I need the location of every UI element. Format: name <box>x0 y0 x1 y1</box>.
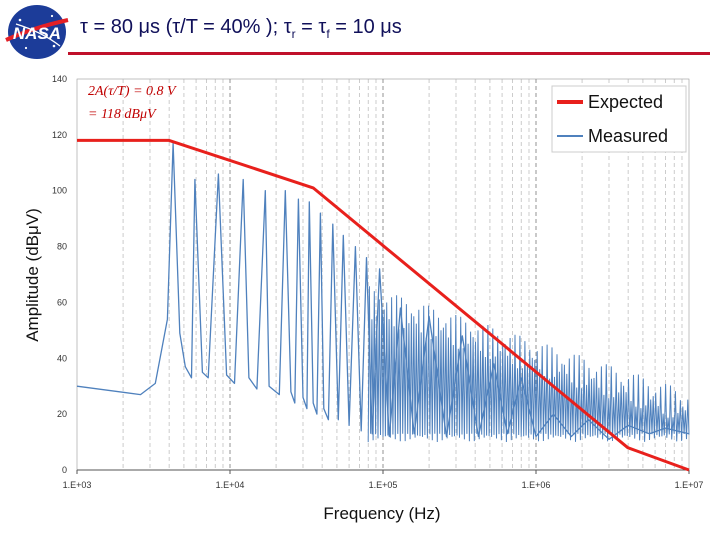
y-tick-label: 80 <box>57 242 67 252</box>
title-rule <box>68 52 710 55</box>
y-tick-label: 0 <box>62 465 67 475</box>
nasa-meatball-logo-icon: NASA <box>5 5 69 59</box>
y-tick-label: 40 <box>57 353 67 363</box>
y-tick-label: 60 <box>57 297 67 307</box>
nasa-logo: NASA <box>2 2 72 62</box>
x-tick-label: 1.E+07 <box>675 480 704 490</box>
series-layer <box>76 138 690 472</box>
x-tick-label: 1.E+05 <box>369 480 398 490</box>
y-tick-label: 140 <box>52 74 67 84</box>
slide-title: τ = 80 μs (τ/T = 40% ); τr = τf = 10 μs <box>80 16 402 41</box>
x-axis-title: Frequency (Hz) <box>323 504 440 523</box>
x-tick-label: 1.E+03 <box>63 480 92 490</box>
series-expected-line <box>77 138 690 472</box>
legend: Expected Measured <box>551 85 687 153</box>
series-measured-line <box>76 142 690 440</box>
title-part3: = 10 μs <box>329 16 402 38</box>
title-sub-r: r <box>291 27 296 41</box>
x-axis-ticks: 1.E+03 1.E+04 1.E+05 1.E+06 1.E+07 <box>63 470 704 490</box>
y-tick-label: 120 <box>52 130 67 140</box>
title-part1: τ = 80 μs (τ/T = 40% ); τ <box>80 16 292 38</box>
y-tick-label: 100 <box>52 186 67 196</box>
legend-box <box>551 85 687 153</box>
x-tick-label: 1.E+04 <box>216 480 245 490</box>
title-sub-f: f <box>326 27 330 41</box>
annotation-line2: = 118 dBμV <box>88 107 157 122</box>
legend-label-expected: Expected <box>588 92 663 112</box>
annotation-line1: 2A(τ/T) = 0.8 V <box>88 84 177 99</box>
y-axis-ticks: 0 20 40 60 80 100 120 140 <box>52 74 67 475</box>
title-part2: = τ <box>295 16 327 38</box>
y-tick-label: 20 <box>57 409 67 419</box>
x-tick-label: 1.E+06 <box>522 480 551 490</box>
y-axis-title: Amplitude (dBμV) <box>23 208 42 342</box>
series-measured-band <box>367 286 690 443</box>
logo-wordmark: NASA <box>13 24 61 43</box>
legend-label-measured: Measured <box>588 126 668 146</box>
